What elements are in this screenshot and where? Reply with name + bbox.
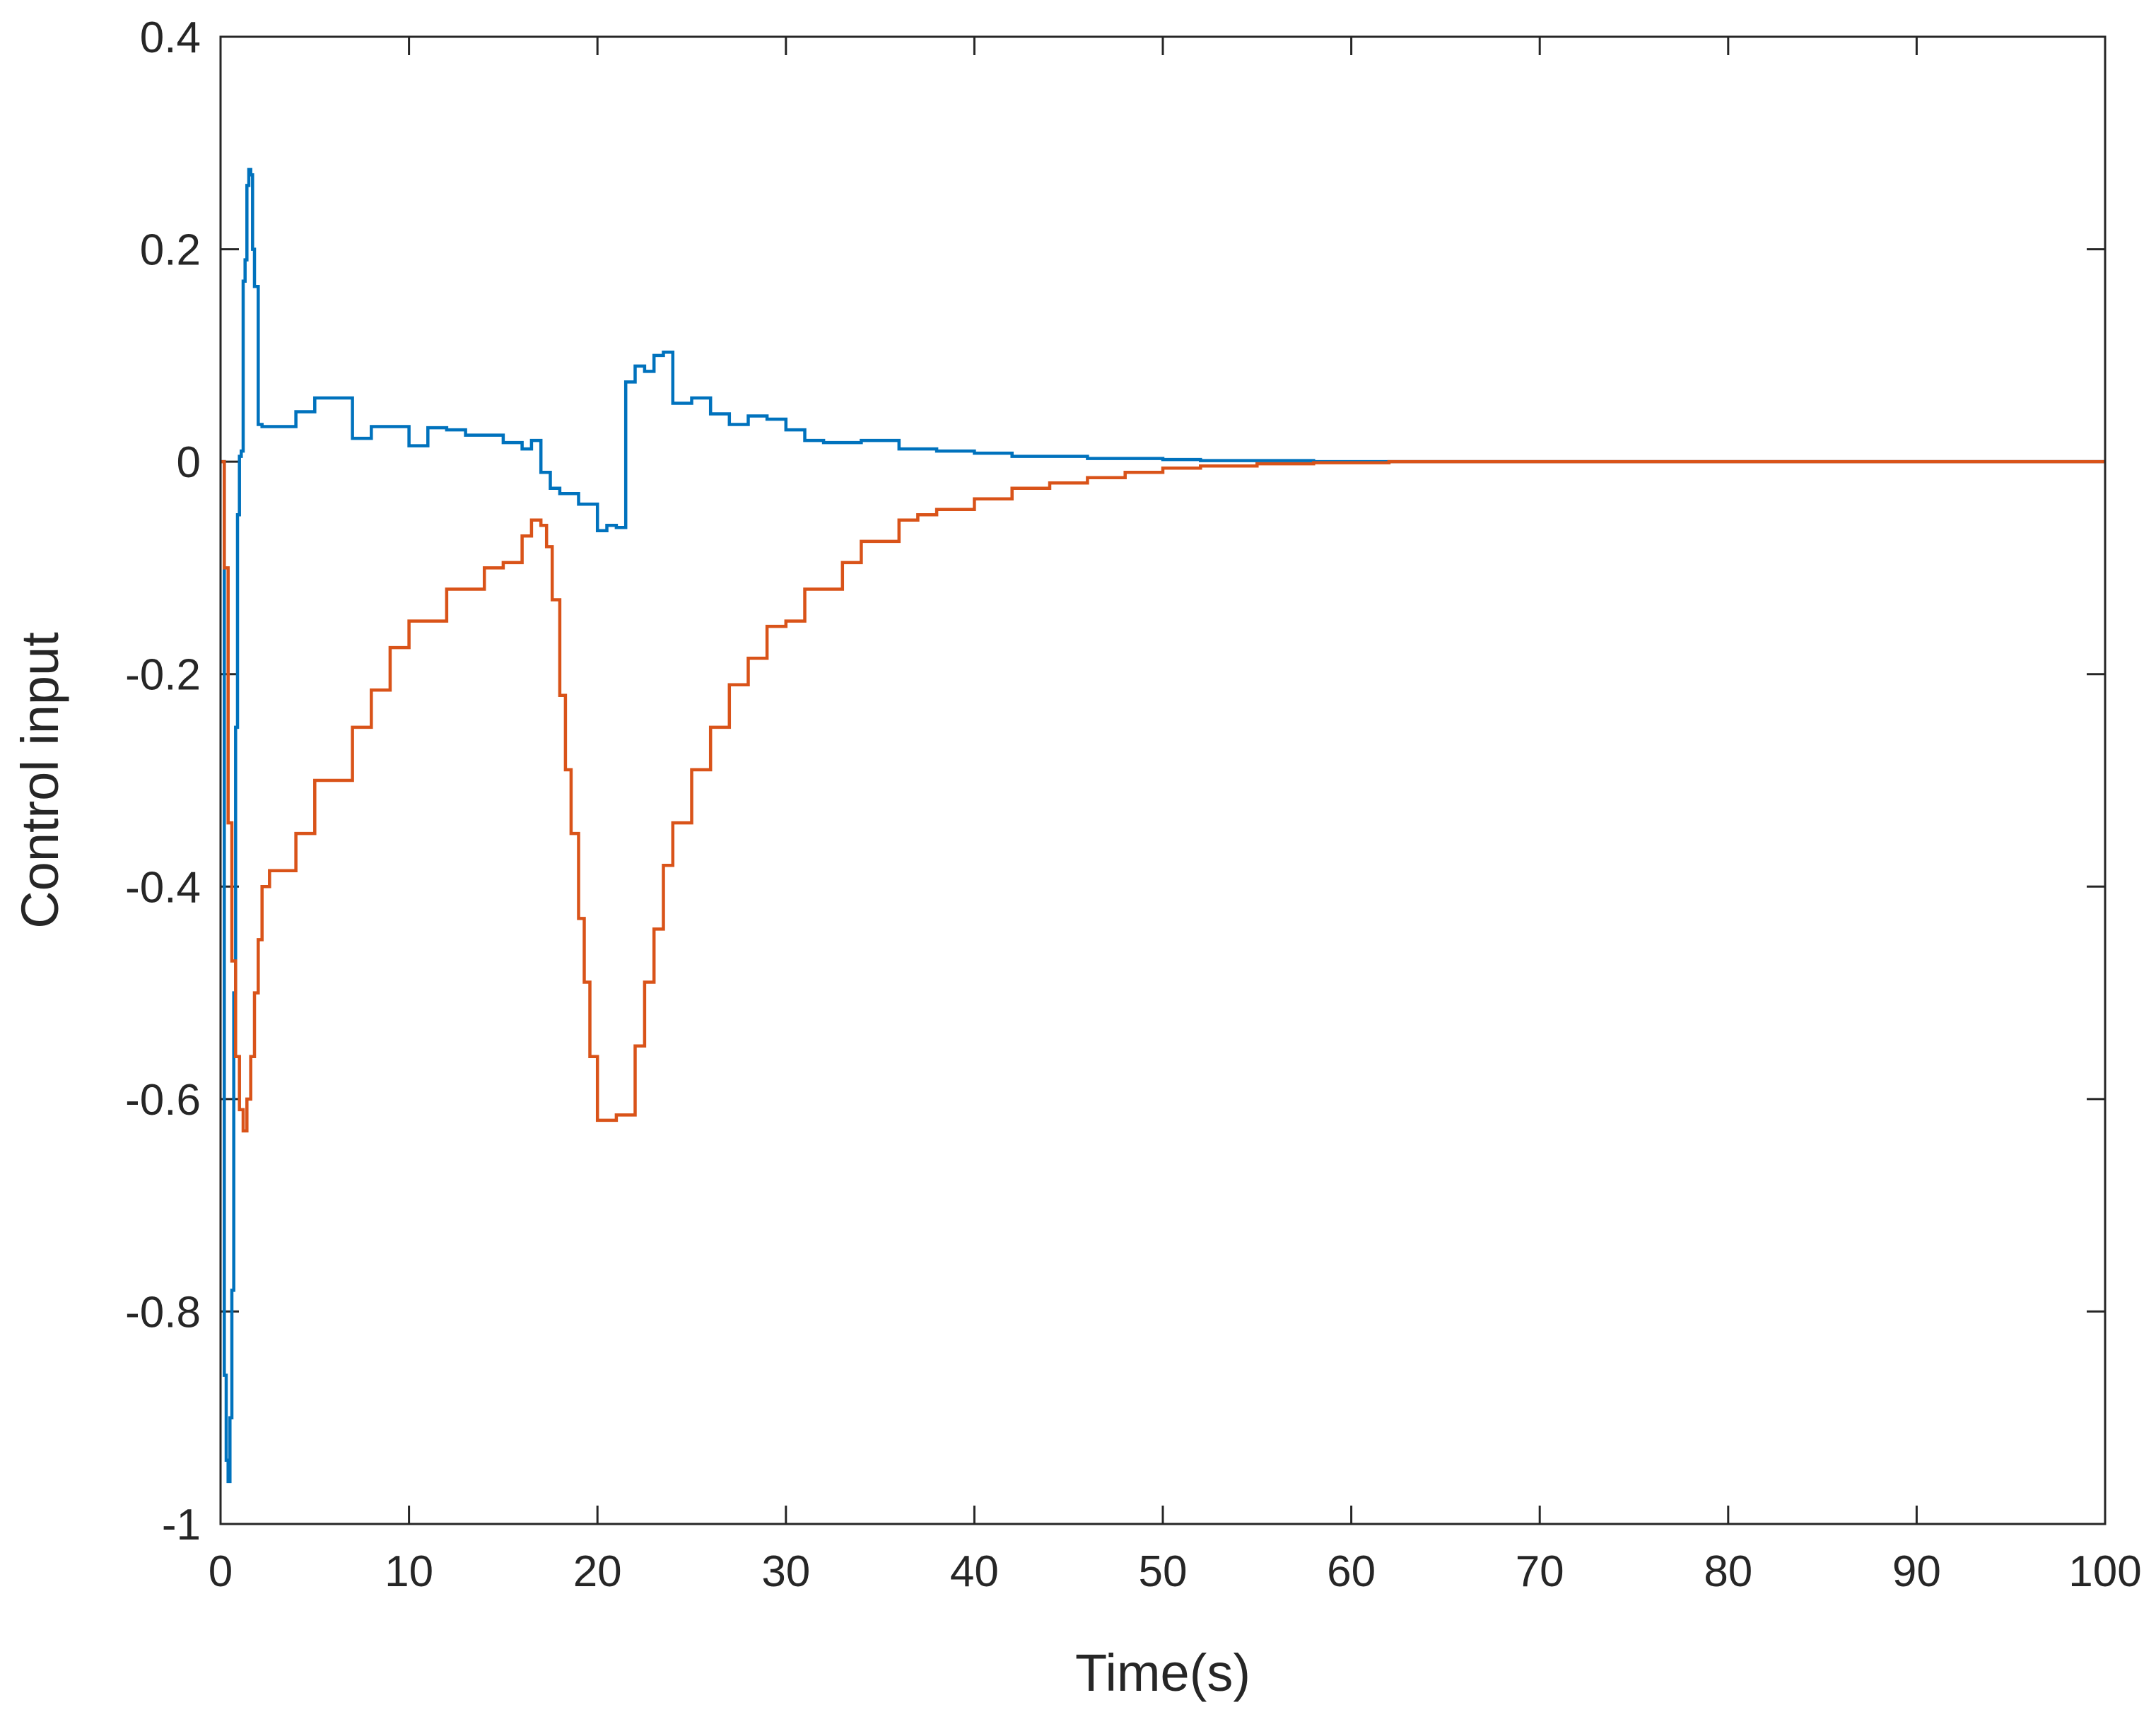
y-tick-label: 0.2 <box>140 226 201 275</box>
series-lines <box>221 168 2105 1484</box>
y-tick-label: -0.4 <box>125 863 201 912</box>
series-line-1 <box>221 168 2105 1484</box>
x-tick-label: 100 <box>2068 1547 2141 1596</box>
x-tick-label: 20 <box>573 1547 622 1596</box>
x-tick-label: 10 <box>385 1547 433 1596</box>
x-tick-label: 0 <box>209 1547 233 1596</box>
y-axis-ticks: -1 -0.8 -0.6 -0.4 -0.2 0 0.2 0.4 <box>125 13 2105 1549</box>
x-tick-label: 40 <box>950 1547 999 1596</box>
x-tick-label: 50 <box>1139 1547 1188 1596</box>
y-tick-label: 0 <box>177 438 201 487</box>
plot-frame <box>219 35 2107 1525</box>
y-tick-label: -0.8 <box>125 1288 201 1337</box>
x-axis-ticks: 0 10 20 30 40 50 60 70 80 90 100 <box>209 37 2142 1596</box>
x-axis-label: Time(s) <box>1075 1643 1250 1702</box>
x-tick-label: 70 <box>1516 1547 1564 1596</box>
y-tick-label: -0.2 <box>125 651 201 700</box>
y-axis-label: Control input <box>11 632 69 929</box>
y-tick-label: -1 <box>162 1501 201 1549</box>
series-line-2 <box>221 459 2105 1133</box>
x-tick-label: 30 <box>761 1547 810 1596</box>
x-tick-label: 60 <box>1327 1547 1376 1596</box>
y-tick-label: -0.6 <box>125 1076 201 1125</box>
x-tick-label: 90 <box>1892 1547 1941 1596</box>
y-tick-label: 0.4 <box>140 13 201 62</box>
plot-area <box>221 37 2105 1524</box>
x-tick-label: 80 <box>1704 1547 1752 1596</box>
